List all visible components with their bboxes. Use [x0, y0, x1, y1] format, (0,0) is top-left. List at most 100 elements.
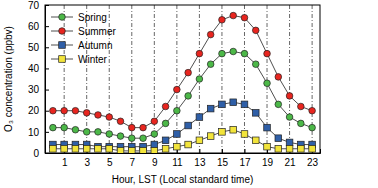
y-axis-line [46, 6, 50, 154]
series-line [53, 102, 312, 146]
series-marker [185, 69, 192, 76]
y-tick-mark [45, 26, 49, 27]
x-axis-title: Hour, LST (Local standard time) [112, 174, 254, 185]
series-marker [162, 137, 169, 144]
series-marker [196, 114, 203, 121]
series-marker [61, 107, 68, 114]
series-marker [196, 76, 203, 83]
legend-marker [59, 42, 66, 49]
legend-entry: Spring [51, 12, 107, 23]
x-tick: 15 [217, 149, 229, 168]
x-tick-label: 21 [285, 157, 297, 168]
series-marker [128, 135, 135, 142]
y-axis-title: O₃ concentration (ppbv) [3, 26, 14, 132]
series-marker [275, 135, 282, 142]
series-marker [174, 107, 181, 114]
legend-marker [59, 56, 66, 63]
series-marker [309, 107, 316, 114]
series-marker [162, 145, 169, 152]
legend: SpringSummerAutumnWinter [51, 12, 116, 65]
y-tick: 70 [28, 0, 49, 11]
series-marker [185, 122, 192, 129]
series-marker [286, 93, 293, 100]
x-tick-label: 3 [84, 157, 90, 168]
legend-marker [59, 14, 66, 21]
x-tick-label: 1 [62, 157, 68, 168]
legend-marker [59, 28, 66, 35]
y-tick-mark [45, 90, 49, 91]
y-tick-mark [45, 68, 49, 69]
y-tick-mark [45, 111, 49, 112]
series-marker [286, 139, 293, 146]
series-marker [61, 145, 68, 152]
series-marker [83, 110, 90, 117]
series-marker [241, 14, 248, 21]
y-tick-mark [45, 153, 49, 154]
x-tick-label: 11 [172, 157, 183, 168]
series-marker [128, 124, 135, 131]
series-marker [298, 120, 305, 127]
series-marker [151, 148, 158, 153]
series-marker [95, 112, 102, 119]
y-tick-label: 20 [28, 105, 40, 116]
x-tick: 19 [262, 149, 274, 168]
legend-entry: Autumn [51, 40, 112, 51]
series-marker [50, 145, 57, 152]
series-marker [298, 103, 305, 110]
x-tick-mark [199, 149, 200, 153]
y-axis: 010203040506070 [28, 0, 49, 159]
series-marker [230, 99, 237, 106]
series-marker [196, 50, 203, 57]
series-marker [50, 107, 57, 114]
y-tick-mark [45, 132, 49, 133]
y-tick-mark [45, 5, 49, 6]
series-marker [252, 137, 259, 144]
series-marker [241, 50, 248, 57]
series-marker [219, 129, 226, 136]
x-tick-label: 23 [307, 157, 319, 168]
y-tick: 30 [28, 84, 49, 95]
series-marker [174, 143, 181, 150]
y-tick: 20 [28, 105, 49, 116]
grid-line [289, 5, 290, 153]
series-marker [241, 101, 248, 108]
series-marker [185, 141, 192, 148]
chart: 1357911131517192123010203040506070Spring… [0, 0, 378, 188]
series-marker [95, 145, 102, 152]
series-marker [128, 148, 135, 153]
series-marker [50, 124, 57, 131]
series-marker [83, 129, 90, 136]
series-marker [275, 145, 282, 152]
series-marker [264, 143, 271, 150]
series-marker [174, 86, 181, 93]
series-marker [207, 31, 214, 38]
series-line [53, 52, 312, 139]
series-marker [117, 118, 124, 125]
series-marker [174, 131, 181, 138]
series-marker [151, 118, 158, 125]
series-marker [264, 50, 271, 57]
grid [64, 5, 312, 153]
series-marker [72, 107, 79, 114]
y-tick: 10 [28, 127, 49, 138]
series-marker [241, 131, 248, 138]
series-marker [140, 148, 147, 153]
x-tick-label: 19 [262, 157, 274, 168]
legend-label: Summer [78, 26, 116, 37]
legend-label: Spring [78, 12, 107, 23]
series-marker [219, 17, 226, 24]
y-tick-label: 10 [28, 127, 40, 138]
series-marker [230, 48, 237, 55]
data-area [50, 12, 316, 153]
x-tick-label: 17 [239, 157, 251, 168]
legend-entry: Summer [51, 26, 116, 37]
series-marker [106, 145, 113, 152]
series-marker [275, 74, 282, 81]
series-marker [95, 129, 102, 136]
series-marker [61, 124, 68, 131]
y-tick: 0 [33, 148, 49, 159]
legend-label: Autumn [78, 40, 112, 51]
series-marker [117, 133, 124, 140]
plot-frame [45, 5, 320, 153]
series-marker [72, 145, 79, 152]
